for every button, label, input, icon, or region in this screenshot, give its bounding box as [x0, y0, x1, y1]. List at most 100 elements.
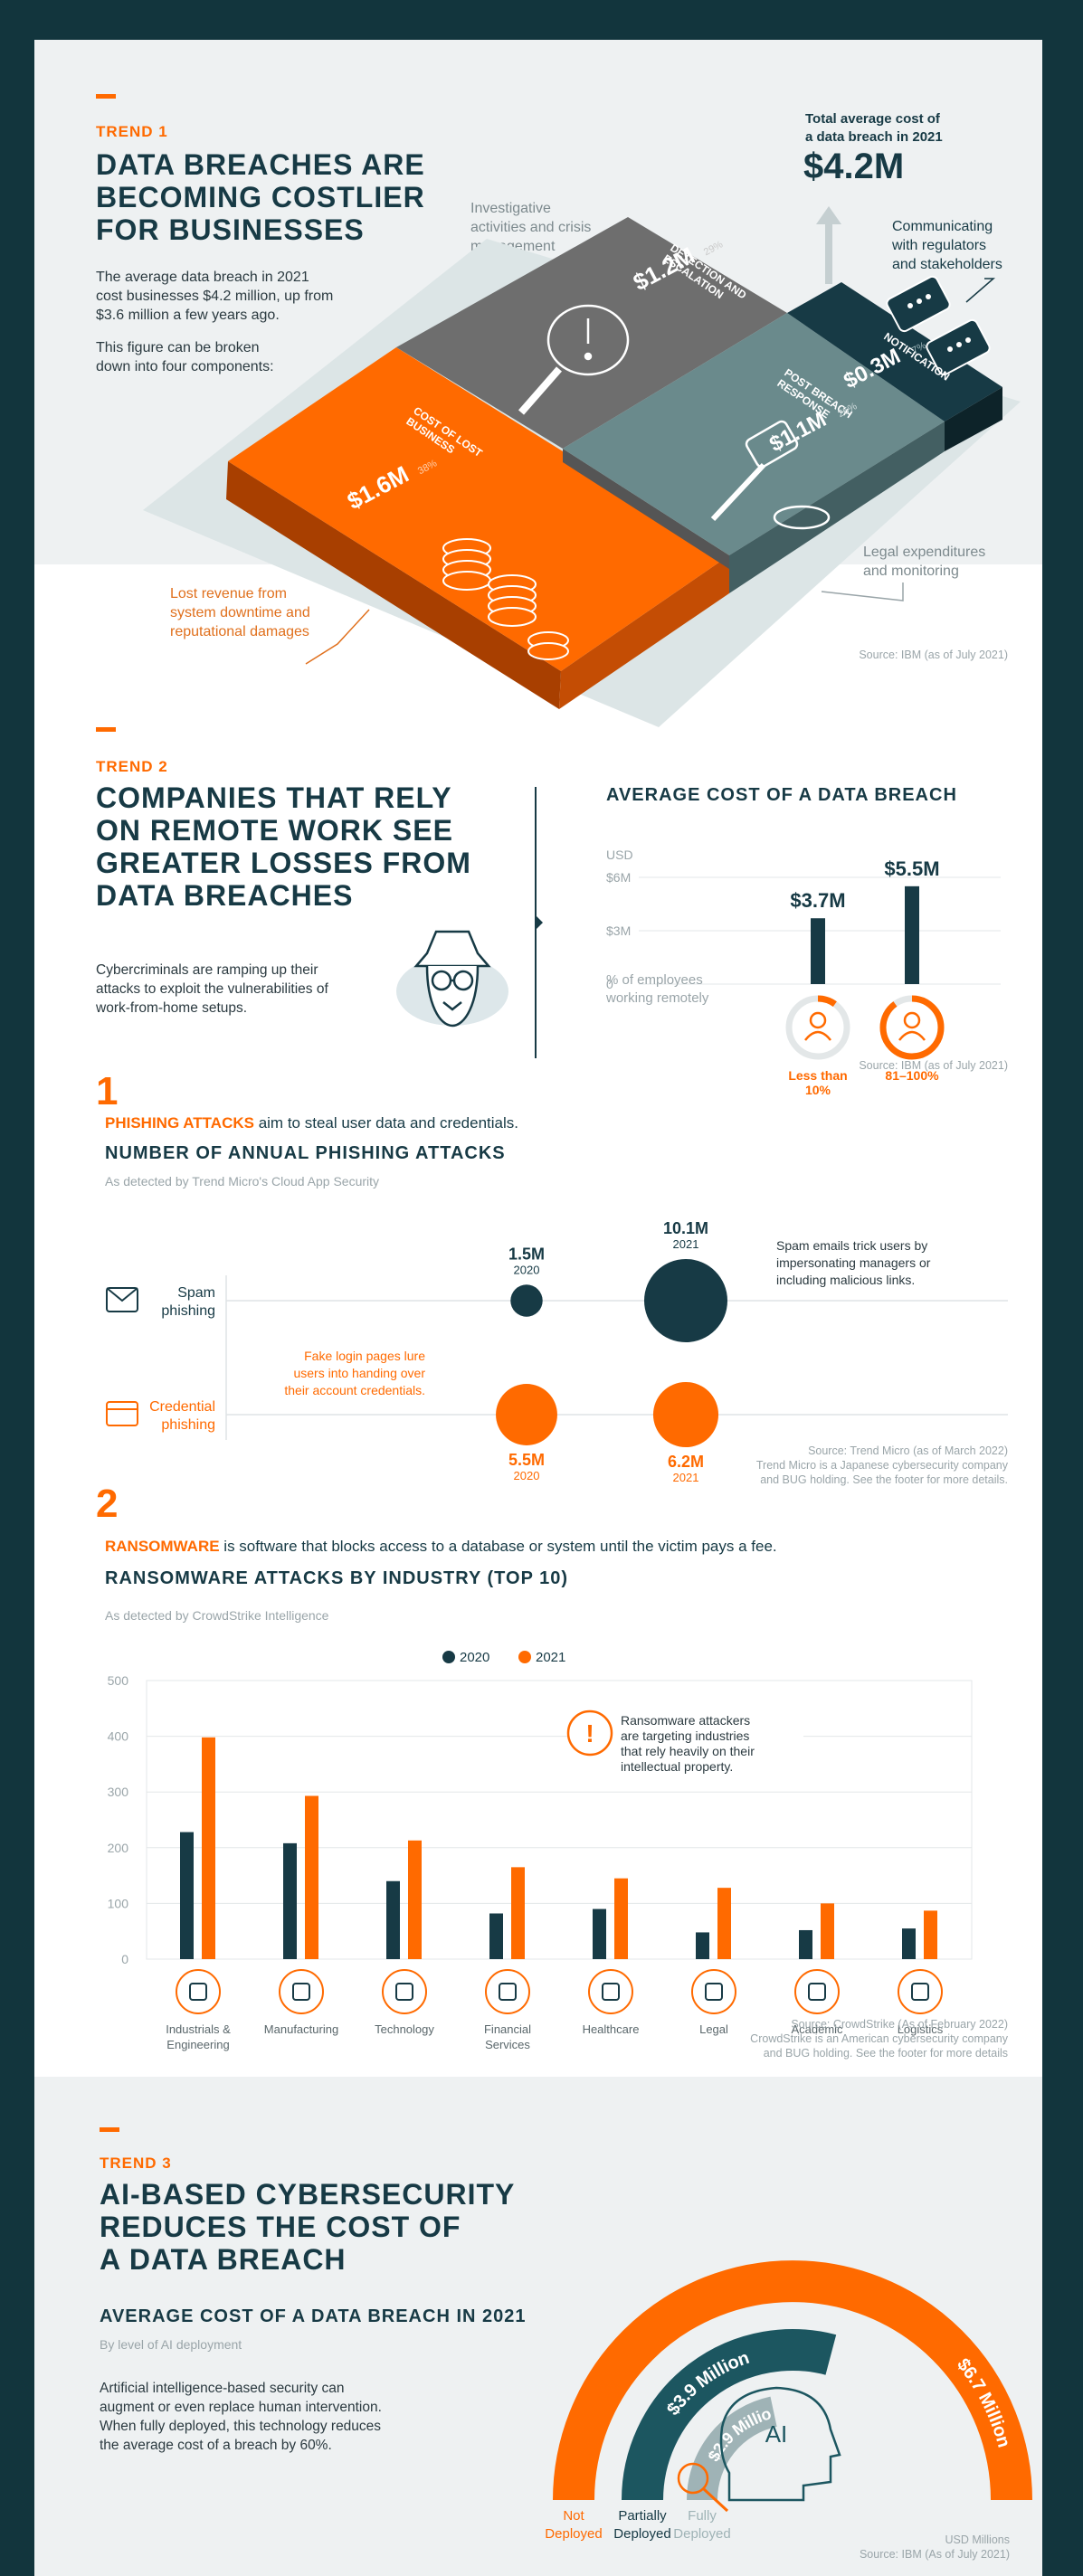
- notification-front: [945, 387, 1002, 451]
- ransomware-subtitle: As detected by CrowdStrike Intelligence: [105, 1608, 329, 1623]
- legend-label: 2021: [536, 1650, 565, 1665]
- detection-top: [396, 217, 787, 449]
- row-label: Credential: [149, 1399, 215, 1415]
- bubble-value-label: 5.5M: [508, 1451, 545, 1469]
- trend1-title: DATA BREACHES ARE BECOMING COSTLIER FOR …: [96, 148, 425, 246]
- svg-text:29%: 29%: [702, 239, 725, 258]
- trend2-title: COMPANIES THAT RELY ON REMOTE WORK SEE G…: [96, 781, 471, 912]
- ai-chart-title: AVERAGE COST OF A DATA BREACH IN 2021: [100, 2306, 527, 2326]
- deployment-label: Deployed: [613, 2526, 670, 2542]
- deployment-label: Fully: [688, 2508, 717, 2524]
- total-cost-value: $4.2M: [803, 147, 905, 186]
- chat-bubble-icon: [886, 275, 951, 333]
- industry-icon: [485, 1969, 530, 2014]
- bar: [905, 886, 919, 984]
- bubble: [652, 1381, 719, 1448]
- trend3-label: TREND 3: [100, 2155, 172, 2172]
- hacker-icon: [396, 930, 508, 1028]
- donut-arc: [785, 995, 850, 1060]
- industry-icon: [911, 1983, 929, 2001]
- category-label: Less than: [788, 1068, 847, 1083]
- ransomware-chart-title: RANSOMWARE ATTACKS BY INDUSTRY (TOP 10): [105, 1568, 569, 1588]
- category-label: Academic: [791, 2022, 843, 2036]
- industry-icon: [499, 1983, 517, 2001]
- bar: [717, 1888, 731, 1959]
- magnifier-icon: [518, 304, 630, 415]
- bar: [202, 1737, 215, 1959]
- post-breach-leader: [821, 582, 904, 601]
- row-label: phishing: [161, 1303, 215, 1319]
- industry-icon: [602, 1983, 620, 2001]
- detection-edge: [563, 449, 729, 569]
- spam-note: Spam emails trick users by impersonating…: [776, 1238, 931, 1287]
- industry-icon: [279, 1969, 324, 2014]
- industry-icon: [382, 1969, 427, 2014]
- phishing-source: Source: Trend Micro (as of March 2022) T…: [755, 1444, 1008, 1486]
- industry-icon: [691, 1969, 736, 2014]
- legend-swatch: [442, 1651, 455, 1663]
- category-label: Services: [485, 2038, 530, 2051]
- key-icon: [677, 2462, 709, 2495]
- phishing-subtitle: As detected by Trend Micro's Cloud App S…: [105, 1174, 380, 1189]
- person-icon: [898, 1030, 926, 1041]
- post-breach-description: Legal expenditures and monitoring: [863, 545, 986, 579]
- y-axis-unit: USD: [606, 848, 633, 862]
- lost-business-side: [226, 461, 561, 709]
- gavel-icon: [710, 420, 831, 530]
- trend1-accent: [96, 94, 116, 99]
- lost-business-leader: [305, 609, 370, 665]
- bar: [799, 1929, 812, 1959]
- ransomware-chart: 500 400 300 200 100 0 2020 2021 Industrials & Eng…: [108, 1650, 973, 2051]
- trend1-source: Source: IBM (as of July 2021): [859, 649, 1008, 661]
- trend3-title: AI-BASED CYBERSECURITY REDUCES THE COST …: [100, 2178, 516, 2276]
- plot-frame: [146, 1680, 973, 1960]
- category-label: Manufacturing: [264, 2022, 338, 2036]
- remote-axis-label: % of employees working remotely: [606, 972, 709, 1006]
- deployment-label: Partially: [618, 2508, 667, 2524]
- note-background: [577, 1699, 803, 1773]
- category-label: 81–100%: [885, 1068, 939, 1083]
- bar: [408, 1840, 422, 1959]
- chat-bubble-icon: [926, 318, 991, 376]
- total-cost-label: Total average cost of a data breach in 2…: [805, 111, 943, 145]
- lost-business-description: Lost revenue from system downtime and re…: [170, 586, 310, 639]
- infographic-frame: TREND 1 DATA BREACHES ARE BECOMING COSTL…: [34, 40, 1042, 2576]
- bubble: [510, 1284, 543, 1317]
- trend2-label: TREND 2: [96, 758, 168, 775]
- bubble-value-label: 6.2M: [668, 1453, 704, 1471]
- envelope-icon: [106, 1287, 138, 1312]
- category-label: Industrials &: [166, 2022, 231, 2036]
- bar: [180, 1832, 194, 1959]
- ai-head-label: AI: [765, 2420, 788, 2448]
- credential-note: Fake login pages lure users into handing…: [284, 1349, 425, 1397]
- bar: [614, 1878, 628, 1959]
- alert-icon: !: [585, 1719, 594, 1747]
- category-label: Technology: [375, 2022, 434, 2036]
- phishing-chart-title: NUMBER OF ANNUAL PHISHING ATTACKS: [105, 1143, 506, 1163]
- bubble-value-label: 10.1M: [663, 1219, 708, 1237]
- phishing-chart: SpamphishingCredentialphishing1.5M202010…: [106, 1219, 1008, 1484]
- person-icon: [809, 1011, 827, 1029]
- trend3-source: USD Millions Source: IBM (As of July 202…: [859, 2533, 1010, 2561]
- deployment-label: Deployed: [545, 2526, 602, 2542]
- trend2-source: Source: IBM (as of July 2021): [859, 1059, 1008, 1072]
- ransomware-source: Source: CrowdStrike (As of February 2022…: [750, 2018, 1008, 2060]
- credit-card-icon: [106, 1401, 138, 1426]
- bar-value-label: $3.7M: [790, 889, 845, 912]
- cost-breakdown-illustration: DETECTION AND ESCALATION $1.2M 29% NOTIF…: [143, 206, 1021, 727]
- bubble-value-label: 1.5M: [508, 1245, 545, 1263]
- section-number-1: 1: [96, 1069, 119, 1113]
- industry-icon: [588, 1969, 633, 2014]
- trend2-accent: [96, 727, 116, 732]
- trend2-divider: [535, 787, 543, 1058]
- post-breach-top: [563, 313, 945, 555]
- bar: [924, 1910, 937, 1959]
- bar: [386, 1880, 400, 1959]
- bubble: [496, 1384, 557, 1445]
- post-breach-front: [729, 421, 945, 593]
- bubble: [644, 1259, 727, 1342]
- arc-segment: [553, 2260, 1032, 2501]
- coins-icon: [442, 538, 569, 660]
- ransomware-note: Ransomware attackers are targeting indus…: [621, 1713, 755, 1774]
- bubble-year-label: 2020: [514, 1469, 540, 1482]
